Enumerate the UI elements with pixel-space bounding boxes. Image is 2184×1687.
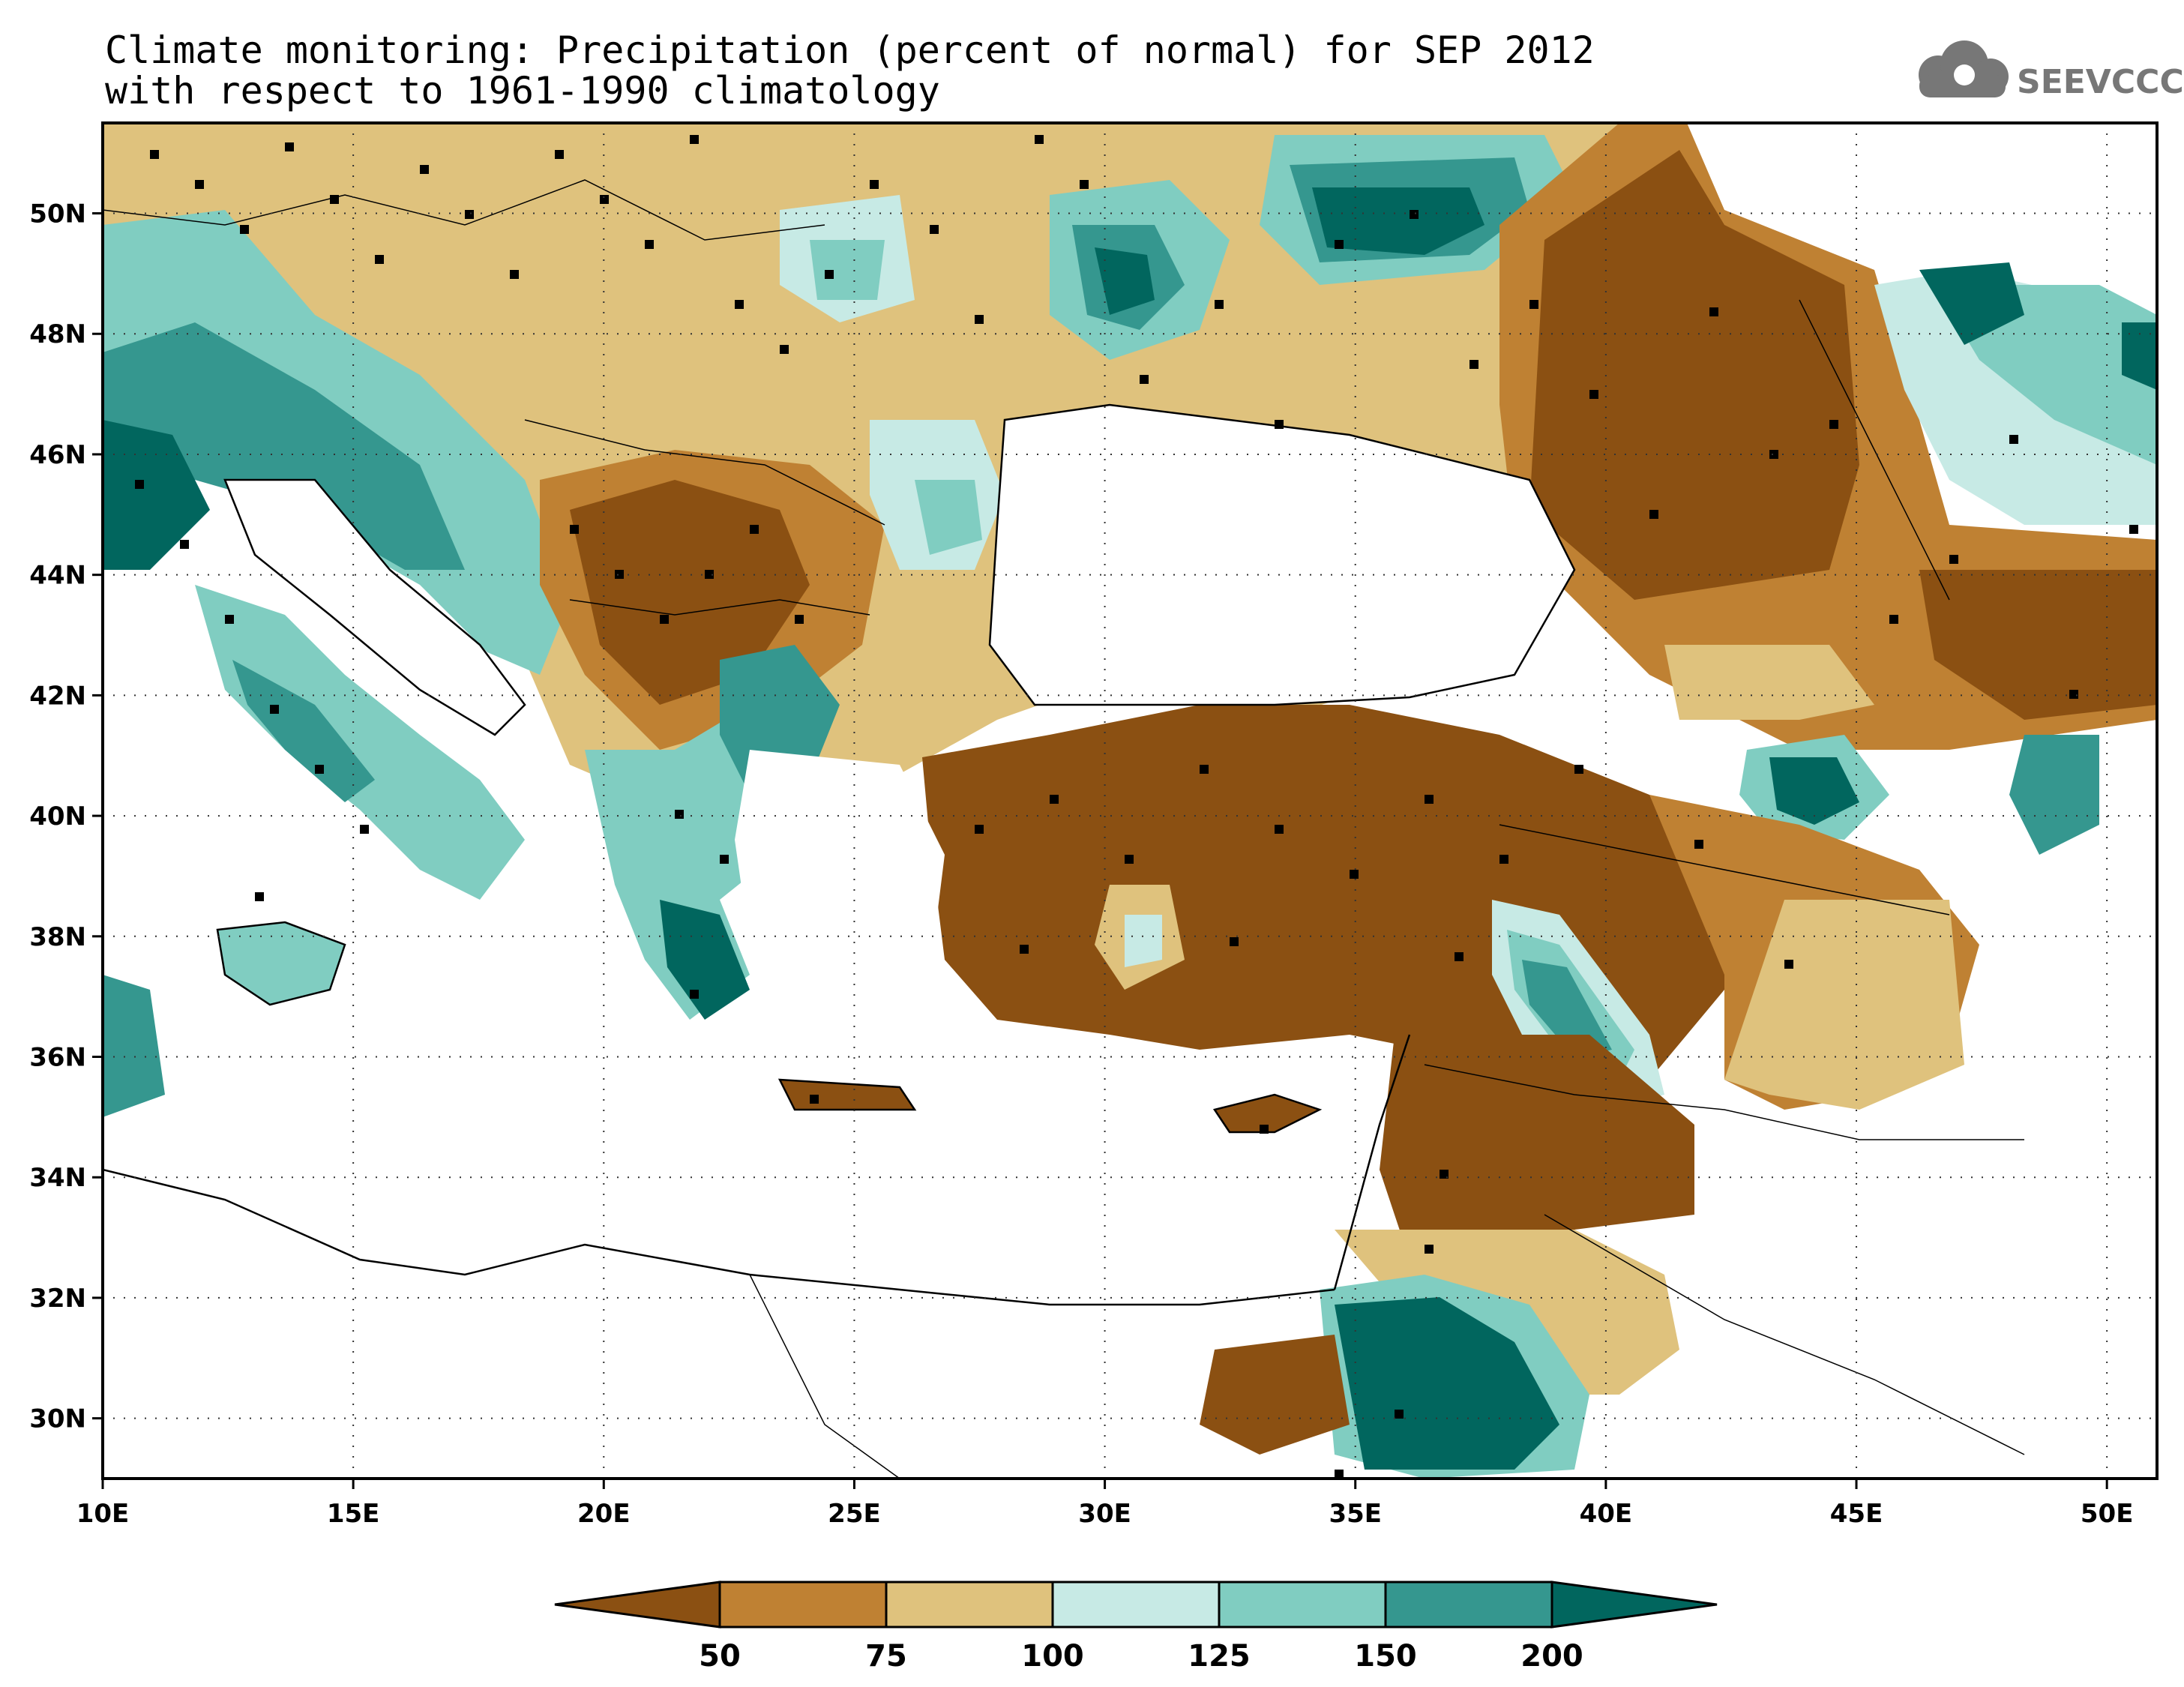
- colorbar: 50 75 100 125 150 200: [554, 1581, 1718, 1674]
- colorbar-label: 50: [699, 1639, 741, 1674]
- lat-tick-label: 42N: [29, 681, 86, 711]
- lat-tick-label: 38N: [29, 922, 86, 952]
- lon-tick-label: 45E: [1830, 1499, 1883, 1529]
- colorbar-label: 200: [1520, 1639, 1583, 1674]
- colorbar-segment: [718, 1581, 888, 1629]
- colorbar-segment: [1384, 1581, 1553, 1629]
- colorbar-segment: [885, 1581, 1054, 1629]
- colorbar-label: 125: [1188, 1639, 1251, 1674]
- cloud-icon: [1919, 40, 2009, 97]
- lat-tick-label: 44N: [29, 561, 86, 591]
- map-field: [103, 123, 2157, 1479]
- lon-axis: 10E 15E 20E 25E 30E 35E 40E 45E 50E: [76, 1479, 2134, 1529]
- title-line-1: Climate monitoring: Precipitation (perce…: [105, 28, 1595, 72]
- title-line-2: with respect to 1961-1990 climatology: [105, 69, 940, 112]
- lat-axis: 30N 32N 34N 36N 38N 40N 42N 44N 46N 48N 50N: [29, 199, 103, 1434]
- colorbar-label: 75: [865, 1639, 907, 1674]
- map-frame: [101, 121, 2159, 1480]
- lat-tick-label: 46N: [29, 440, 86, 470]
- lon-tick-label: 35E: [1329, 1499, 1382, 1529]
- lat-tick-label: 34N: [29, 1163, 86, 1193]
- lat-tick-label: 48N: [29, 319, 86, 349]
- lat-tick-label: 50N: [29, 199, 86, 229]
- station-markers: [135, 135, 2138, 1479]
- lon-tick-label: 30E: [1078, 1499, 1131, 1529]
- colorbar-segment: [554, 1581, 721, 1629]
- lon-tick-label: 20E: [577, 1499, 631, 1529]
- colorbar-segment: [1218, 1581, 1387, 1629]
- colorbar-label: 100: [1021, 1639, 1084, 1674]
- lon-tick-label: 50E: [2081, 1499, 2134, 1529]
- lat-tick-label: 30N: [29, 1404, 86, 1434]
- lon-tick-label: 40E: [1580, 1499, 1633, 1529]
- lat-tick-label: 40N: [29, 802, 86, 832]
- lon-tick-label: 10E: [76, 1499, 130, 1529]
- lon-tick-label: 25E: [828, 1499, 881, 1529]
- colorbar-label: 150: [1354, 1639, 1417, 1674]
- logo-text: SEEVCCC: [2017, 63, 2184, 101]
- lat-tick-label: 32N: [29, 1284, 86, 1314]
- colorbar-segment: [1051, 1581, 1221, 1629]
- logo: SEEVCCC: [1919, 40, 2184, 101]
- colorbar-segment: [1550, 1581, 1718, 1629]
- lon-tick-label: 15E: [327, 1499, 380, 1529]
- lat-tick-label: 36N: [29, 1043, 86, 1073]
- grid: [103, 123, 2157, 1479]
